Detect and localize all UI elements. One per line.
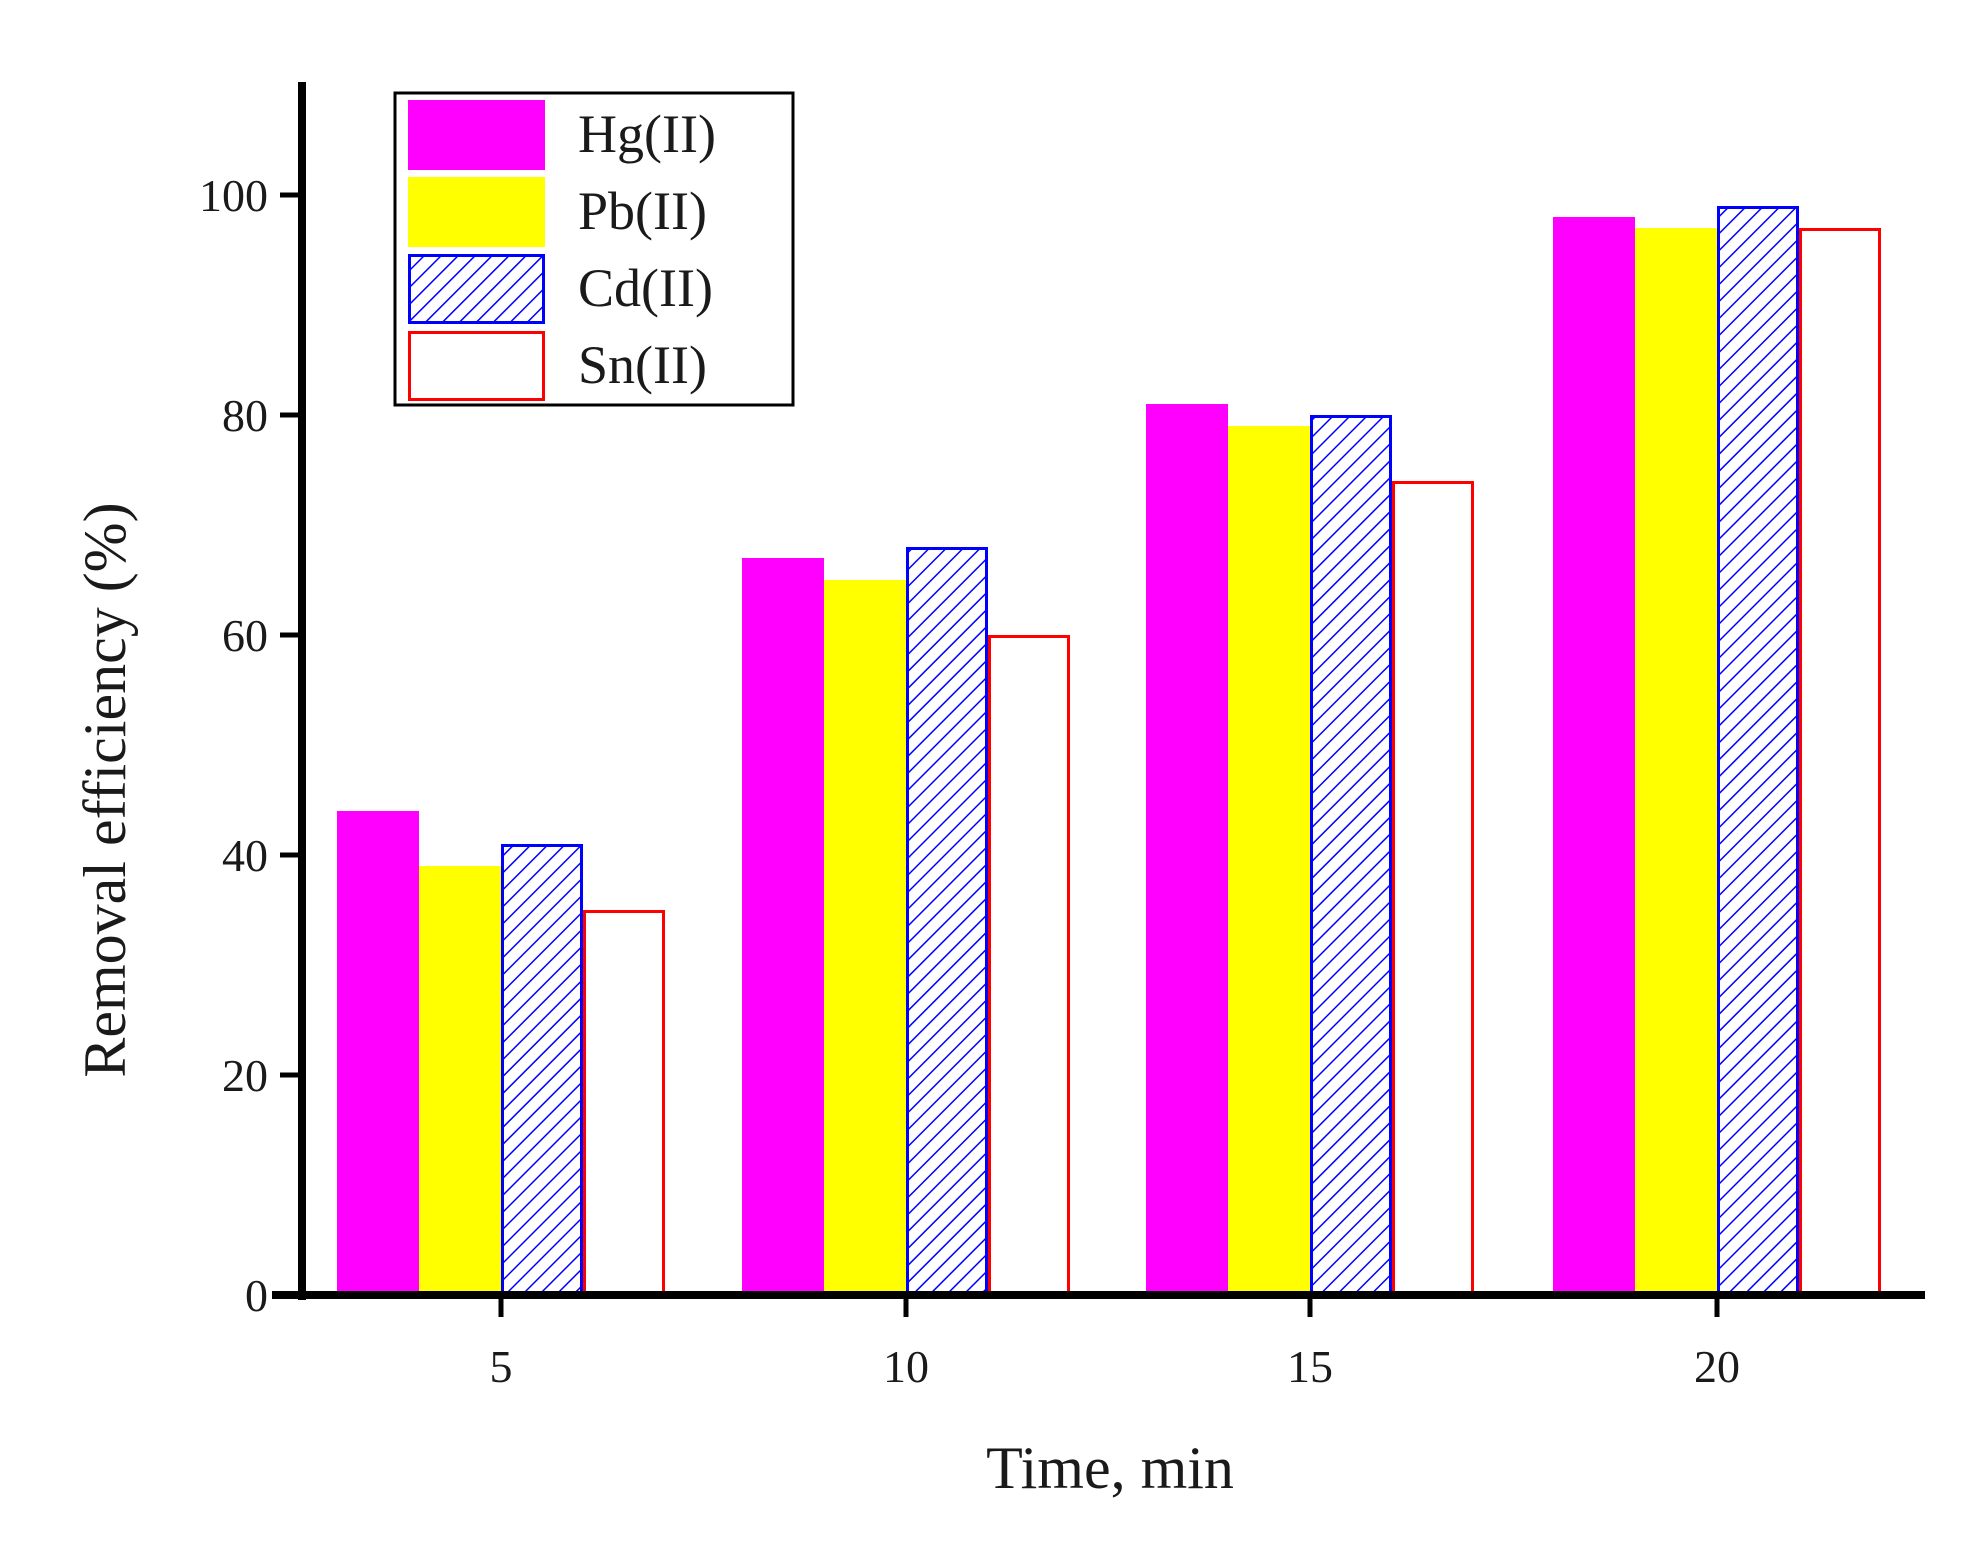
y-tick-label-80: 80	[222, 390, 268, 441]
axes-group: 0 20 40 60 80 100 5 10 15 20	[199, 82, 1925, 1392]
bar-sn-ii-20	[1799, 228, 1881, 1297]
bar-cd-ii-10	[906, 547, 988, 1297]
bar-hg-ii-20	[1553, 217, 1635, 1295]
legend-label-hg-ii: Hg(II)	[578, 104, 716, 164]
bar-pb-ii-5	[419, 866, 501, 1295]
bar-pb-ii-20	[1635, 228, 1717, 1295]
legend: Hg(II) Pb(II) Cd(II) Sn(II)	[393, 91, 795, 407]
bar-hg-ii-15	[1146, 404, 1228, 1295]
bar-hg-ii-5	[337, 811, 419, 1295]
bar-sn-ii-15	[1392, 481, 1474, 1297]
legend-swatch-cd-ii	[408, 254, 545, 324]
bar-cd-ii-5	[501, 844, 583, 1297]
bars-group	[337, 206, 1881, 1297]
legend-swatch-sn-ii	[408, 331, 545, 401]
x-tick-label-15: 15	[1287, 1341, 1333, 1392]
x-tick-label-10: 10	[883, 1341, 929, 1392]
legend-label-sn-ii: Sn(II)	[578, 335, 707, 395]
bar-pb-ii-15	[1228, 426, 1310, 1295]
y-tick-label-40: 40	[222, 830, 268, 881]
x-axis-label: Time, min	[986, 1435, 1234, 1501]
legend-label-cd-ii: Cd(II)	[578, 258, 713, 318]
x-tick-label-20: 20	[1694, 1341, 1740, 1392]
x-tick-label-5: 5	[490, 1341, 513, 1392]
bar-sn-ii-5	[583, 910, 665, 1297]
bar-sn-ii-10	[988, 635, 1070, 1297]
y-tick-label-100: 100	[199, 170, 268, 221]
y-tick-label-20: 20	[222, 1050, 268, 1101]
y-tick-label-60: 60	[222, 610, 268, 661]
bar-cd-ii-15	[1310, 415, 1392, 1297]
y-tick-label-0: 0	[245, 1270, 268, 1321]
legend-swatch-pb-ii	[408, 177, 545, 247]
legend-swatch-hg-ii	[408, 100, 545, 170]
bar-cd-ii-20	[1717, 206, 1799, 1297]
y-axis-label: Removal efficiency (%)	[72, 502, 138, 1077]
legend-label-pb-ii: Pb(II)	[578, 181, 707, 241]
bar-pb-ii-10	[824, 580, 906, 1295]
bar-hg-ii-10	[742, 558, 824, 1295]
